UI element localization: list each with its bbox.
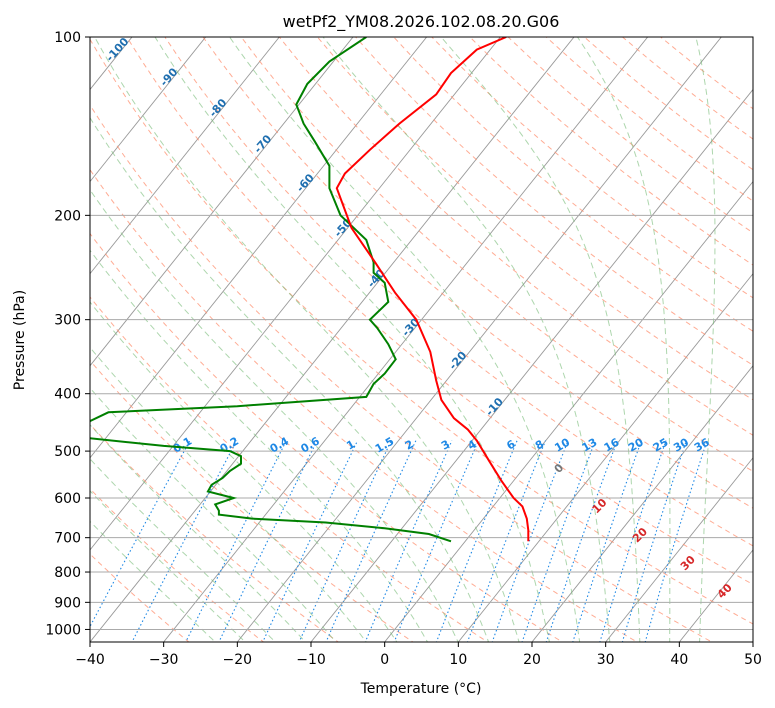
dry-adiabat-line	[90, 423, 340, 642]
dry-adiabat-line	[278, 37, 753, 436]
x-tick-label: −40	[75, 652, 105, 668]
isotherm-line	[605, 457, 753, 642]
moist-adiabat-line	[90, 424, 307, 642]
y-axis-label: Pressure (hPa)	[12, 290, 28, 390]
temperature-profile-line	[335, 37, 530, 542]
mixing-ratio-line	[131, 440, 238, 642]
y-tick-label: 500	[54, 444, 81, 460]
mixing-ratio-line	[364, 440, 453, 642]
x-tick-label: −10	[296, 652, 326, 668]
dry-adiabat-line	[90, 104, 713, 642]
y-tick-label: 800	[54, 565, 81, 581]
mixing-ratio-line	[90, 440, 191, 628]
y-axis-ticks: 100 200 300 400 500 600 700 800 900 1000	[45, 30, 90, 638]
moist-adiabat-line	[90, 387, 337, 642]
mixing-ratio-line	[393, 440, 479, 642]
chart-title: wetPf2_YM08.2026.102.08.20.G06	[283, 12, 560, 32]
isotherm-line	[531, 365, 753, 642]
x-tick-label: 50	[744, 652, 762, 668]
plot-frame	[89, 36, 754, 643]
mixing-ratio-line	[572, 440, 643, 642]
moist-adiabat-line	[90, 458, 276, 642]
dry-adiabat-lines	[90, 37, 753, 642]
mixing-ratio-line	[298, 440, 392, 642]
moist-adiabat-line	[94, 37, 520, 642]
moist-adiabat-line	[90, 301, 398, 642]
isotherm-line	[236, 37, 722, 642]
x-tick-label: 30	[597, 652, 615, 668]
dry-adiabat-line	[164, 37, 753, 547]
isotherm-line	[90, 37, 428, 459]
y-tick-label: 1000	[45, 622, 81, 638]
dry-adiabat-line	[90, 296, 489, 642]
mixing-ratio-line	[262, 440, 359, 642]
dry-adiabat-line	[90, 38, 753, 625]
y-tick-label: 200	[54, 208, 81, 224]
moist-adiabat-line	[90, 346, 367, 642]
x-tick-label: 40	[670, 652, 688, 668]
y-tick-label: 100	[54, 30, 81, 46]
x-axis-label: Temperature (°C)	[360, 681, 482, 697]
isotherm-line	[457, 272, 753, 642]
mixing-ratio-line	[599, 440, 667, 642]
mixing-ratio-line	[325, 440, 417, 642]
y-tick-label: 900	[54, 595, 81, 611]
isotherm-line	[90, 37, 501, 551]
x-tick-label: −20	[223, 652, 253, 668]
isotherm-line	[310, 88, 753, 642]
y-tick-label: 600	[54, 491, 81, 507]
x-axis-ticks: −40 −30 −20 −10 0 10 20 30 40 50	[75, 642, 762, 668]
x-tick-label: 0	[380, 652, 389, 668]
mixing-ratio-line	[218, 440, 318, 642]
dewpoint-profile-line	[90, 37, 452, 543]
pressure-gridlines	[90, 37, 753, 630]
x-tick-label: 10	[449, 652, 467, 668]
mixing-ratio-line	[545, 440, 618, 642]
moist-adiabat-line	[440, 37, 641, 642]
isotherm-line	[163, 37, 649, 642]
y-tick-label: 400	[54, 387, 81, 403]
dry-adiabat-line	[126, 37, 753, 586]
moist-adiabat-line	[229, 37, 581, 642]
dry-adiabat-line	[90, 168, 639, 642]
isotherm-line	[90, 37, 575, 642]
moist-adiabat-line	[577, 37, 671, 642]
dry-adiabat-line	[469, 37, 753, 266]
y-tick-label: 300	[54, 313, 81, 329]
mixing-ratio-line	[521, 440, 596, 642]
moist-adiabat-line	[90, 116, 490, 642]
moist-adiabat-line	[90, 520, 216, 642]
mixing-ratio-line	[621, 440, 687, 642]
moist-adiabat-lines	[90, 37, 716, 642]
dry-adiabat-line	[354, 37, 753, 366]
mixing-ratio-line	[644, 440, 708, 642]
x-tick-label: 20	[523, 652, 541, 668]
mixing-ratio-lines	[90, 440, 708, 642]
x-tick-label: −30	[149, 652, 179, 668]
y-tick-label: 700	[54, 531, 81, 547]
dry-adiabat-line	[240, 37, 753, 472]
isotherm-lines	[90, 37, 753, 642]
dry-adiabat-line	[393, 37, 753, 332]
dry-adiabat-line	[90, 232, 564, 642]
moist-adiabat-line	[90, 249, 429, 642]
moist-adiabat-line	[322, 37, 611, 642]
moist-adiabat-line	[90, 490, 246, 642]
mixing-ratio-line	[185, 440, 287, 642]
dry-adiabat-line	[90, 359, 414, 642]
moist-adiabat-line	[695, 37, 716, 642]
dry-adiabat-line	[202, 37, 753, 509]
isotherm-line	[384, 180, 753, 642]
